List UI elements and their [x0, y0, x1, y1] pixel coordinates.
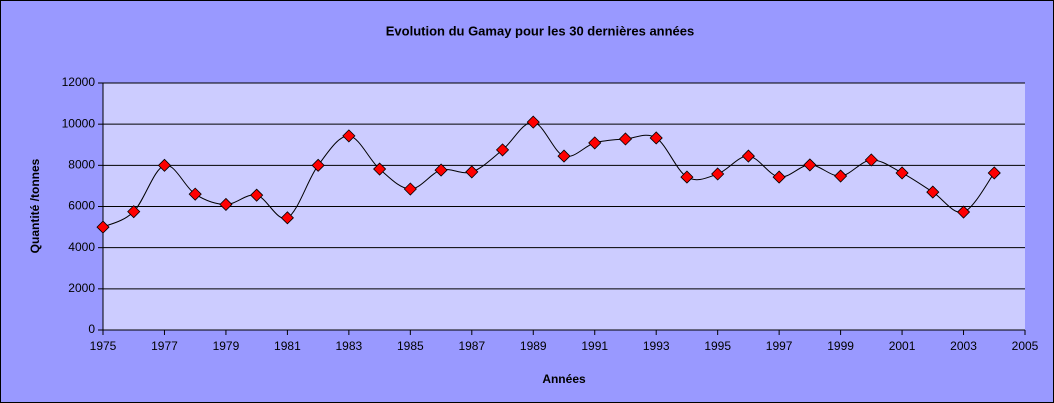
x-tick-label: 1987 [458, 339, 485, 353]
x-tick-label: 1985 [397, 339, 424, 353]
x-tick-label: 2003 [950, 339, 977, 353]
x-tick-label: 2001 [889, 339, 916, 353]
marker [96, 220, 110, 234]
x-tick-label: 1993 [643, 339, 670, 353]
marker [373, 162, 387, 176]
marker [895, 166, 909, 180]
marker [465, 165, 479, 179]
x-tick-label: 1999 [827, 339, 854, 353]
y-tick-label: 10000 [62, 116, 96, 130]
y-tick-label: 0 [88, 322, 95, 336]
marker [280, 211, 294, 225]
y-tick-label: 8000 [68, 158, 95, 172]
marker [434, 163, 448, 177]
y-tick-label: 12000 [62, 75, 96, 89]
marker [711, 167, 725, 181]
marker [557, 149, 571, 163]
x-tick-label: 1979 [213, 339, 240, 353]
marker [803, 158, 817, 172]
marker [157, 158, 172, 172]
marker [926, 185, 940, 199]
marker [834, 169, 848, 183]
x-tick-label: 1981 [274, 339, 301, 353]
y-tick-label: 6000 [68, 199, 95, 213]
marker [250, 188, 264, 202]
marker [588, 136, 602, 150]
y-tick-label: 2000 [68, 281, 95, 295]
x-tick-label: 1977 [151, 339, 178, 353]
x-tick-label: 2005 [1012, 339, 1039, 353]
marker [618, 132, 633, 146]
chart-title: Evolution du Gamay pour les 30 dernières… [386, 23, 695, 38]
x-tick-label: 1995 [704, 339, 731, 353]
marker [311, 158, 325, 172]
marker [219, 197, 233, 212]
x-tick-label: 1991 [581, 339, 608, 353]
x-tick-label: 1997 [766, 339, 793, 353]
y-tick-label: 4000 [68, 240, 95, 254]
marker [772, 170, 786, 184]
marker [649, 131, 663, 145]
x-tick-label: 1989 [520, 339, 547, 353]
marker [188, 187, 202, 201]
x-axis-label: Années [542, 372, 586, 386]
x-tick-label: 1975 [90, 339, 117, 353]
marker [864, 153, 878, 167]
marker [342, 129, 356, 143]
marker [741, 149, 755, 163]
marker [127, 205, 141, 219]
marker [987, 166, 1001, 180]
marker [956, 205, 971, 219]
y-axis-label: Quantité /tonnes [28, 158, 42, 253]
x-tick-label: 1983 [336, 339, 363, 353]
marker [680, 170, 694, 184]
marker [403, 182, 417, 196]
marker [526, 115, 540, 129]
marker [495, 143, 510, 157]
